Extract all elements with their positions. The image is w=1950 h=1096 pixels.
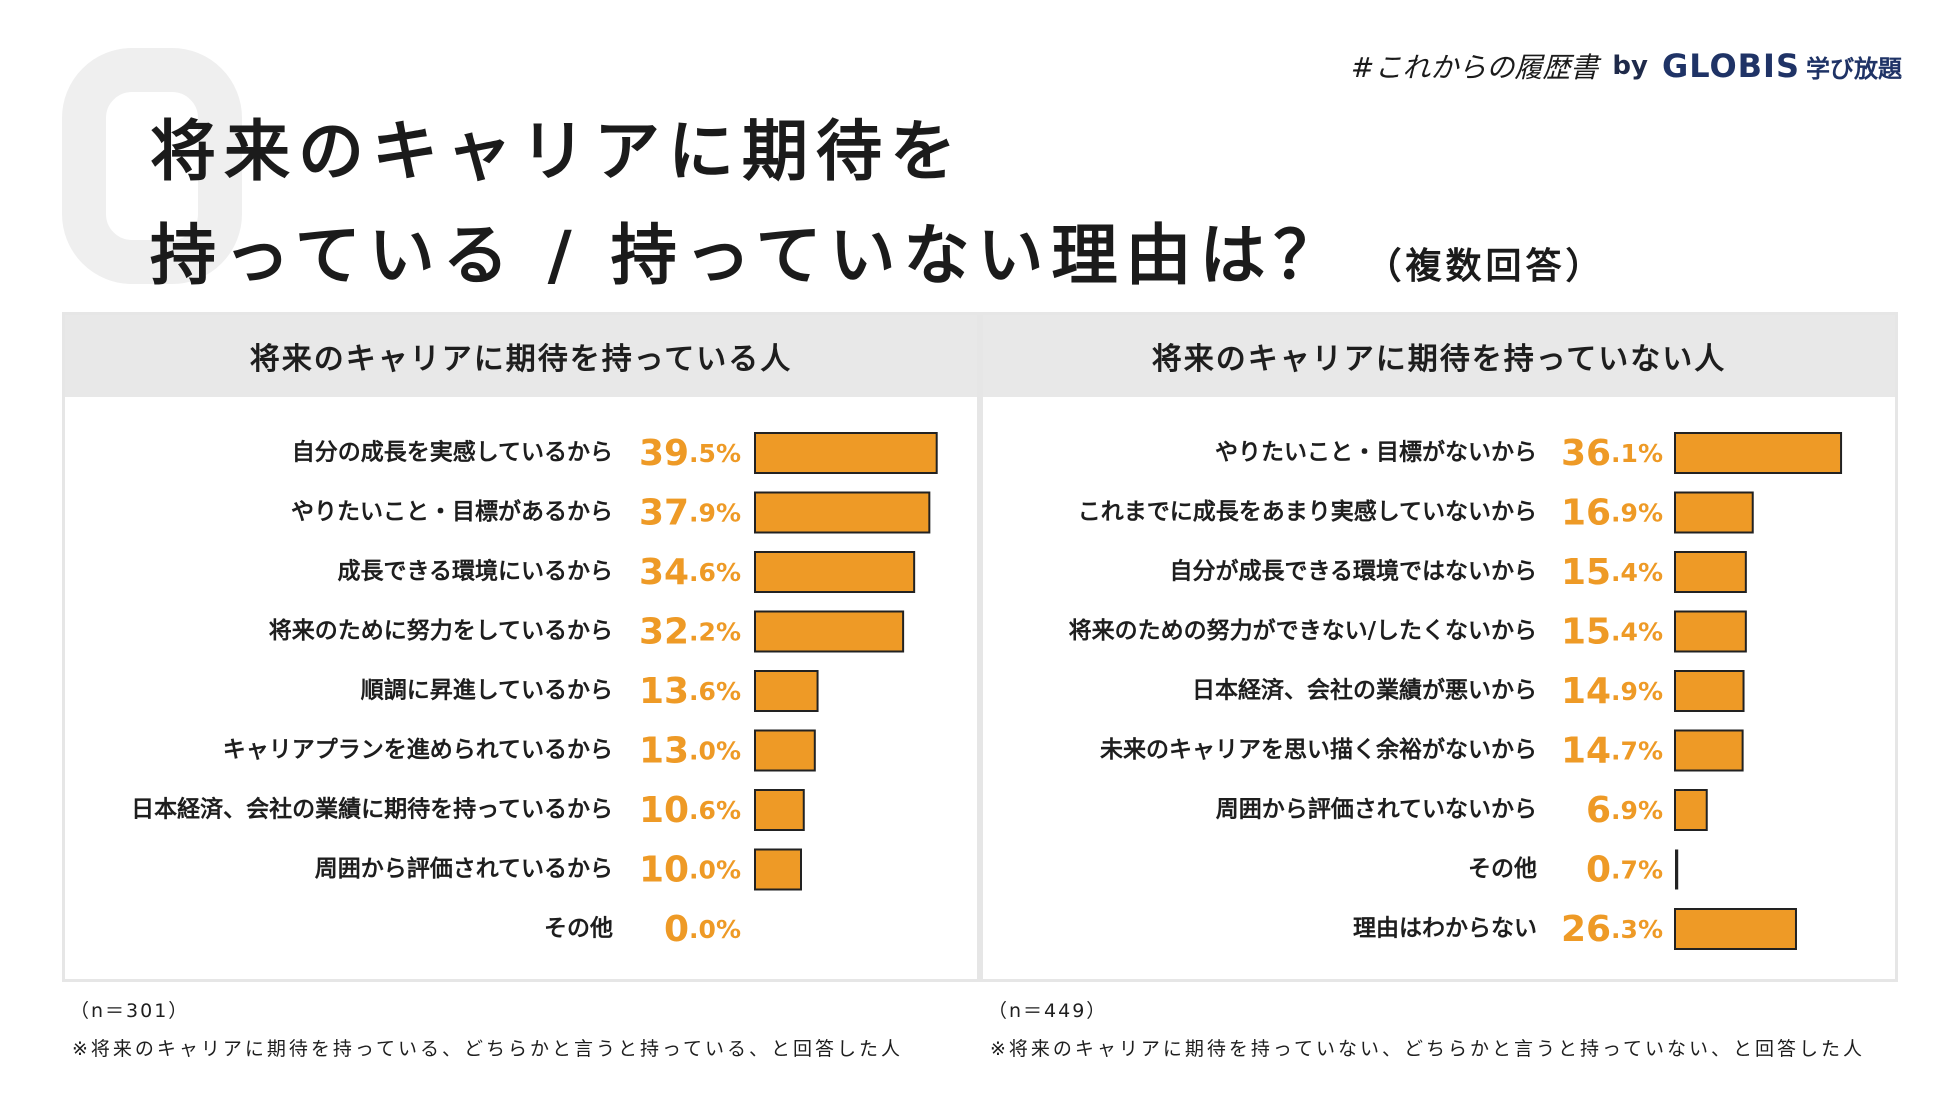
bar bbox=[754, 848, 802, 891]
value-label: 37.9% bbox=[639, 493, 741, 534]
value-label: 14.7% bbox=[1561, 731, 1663, 772]
category-label: 成長できる環境にいるから bbox=[337, 558, 613, 585]
panel-header: 将来のキャリアに期待を持っていない人 bbox=[983, 315, 1895, 397]
brand-hashtag: #これからの履歴書 bbox=[1350, 51, 1599, 84]
chart-no-expectation: やりたいこと・目標がないから 36.1% これまでに成長をあまり実感していないから 1… bbox=[1069, 432, 1843, 950]
category-label: 自分の成長を実感しているから bbox=[292, 439, 613, 466]
category-label: 将来のために努力をしているから bbox=[269, 617, 613, 644]
sample-size-left: （n＝301） bbox=[70, 1000, 190, 1022]
category-label: その他 bbox=[1468, 856, 1537, 882]
value-label: 13.0% bbox=[639, 731, 741, 772]
category-label: その他 bbox=[544, 916, 613, 942]
value-label: 10.6% bbox=[639, 790, 741, 831]
bar bbox=[754, 729, 816, 772]
brand-globis: GLOBIS bbox=[1661, 47, 1800, 85]
title-subtitle: （複数回答） bbox=[1365, 246, 1606, 287]
value-label: 39.5% bbox=[639, 433, 741, 474]
title-line-2-text: 持っている / 持っていない理由は？ bbox=[150, 217, 1348, 294]
value-label: 0.7% bbox=[1586, 850, 1663, 891]
bar bbox=[1674, 908, 1797, 950]
value-label: 16.9% bbox=[1561, 493, 1663, 534]
category-label: 周囲から評価されているから bbox=[315, 855, 613, 882]
category-label: 日本経済、会社の業績に期待を持っているから bbox=[131, 796, 613, 823]
value-label: 32.2% bbox=[639, 612, 741, 653]
bar bbox=[754, 432, 938, 474]
bar bbox=[1674, 551, 1747, 593]
value-label: 10.0% bbox=[639, 850, 741, 891]
category-label: 自分が成長できる環境ではないから bbox=[1169, 558, 1537, 585]
bar bbox=[1674, 491, 1754, 534]
bar bbox=[1674, 729, 1744, 772]
footnote-right: ※将来のキャリアに期待を持っていない、どちらかと言うと持っていない、と回答した人 bbox=[990, 1038, 1866, 1060]
title-line-2: 持っている / 持っていない理由は？ （複数回答） bbox=[150, 204, 1605, 319]
title-line-1: 将来のキャリアに期待を bbox=[150, 113, 964, 190]
category-label: 日本経済、会社の業績が悪いから bbox=[1192, 677, 1537, 704]
category-label: キャリアプランを進められているから bbox=[223, 737, 613, 763]
bar bbox=[754, 551, 916, 593]
sample-size-right: （n＝449） bbox=[988, 1000, 1108, 1022]
value-label: 0.0% bbox=[664, 909, 741, 950]
value-label: 36.1% bbox=[1561, 433, 1663, 474]
category-label: 未来のキャリアを思い描く余裕がないから bbox=[1100, 736, 1537, 763]
value-label: 6.9% bbox=[1586, 790, 1663, 831]
value-label: 15.4% bbox=[1561, 612, 1663, 653]
category-label: 周囲から評価されていないから bbox=[1216, 796, 1537, 823]
brand-manabi: 学び放題 bbox=[1806, 54, 1902, 83]
bar bbox=[754, 789, 805, 831]
panel-no-expectation: 将来のキャリアに期待を持っていない人 やりたいこと・目標がないから 36.1% これ… bbox=[980, 312, 1898, 982]
bar bbox=[1674, 610, 1747, 653]
bar bbox=[754, 491, 931, 534]
bar bbox=[754, 610, 905, 653]
value-label: 13.6% bbox=[639, 671, 741, 712]
value-label: 15.4% bbox=[1561, 552, 1663, 593]
category-label: これまでに成長をあまり実感していないから bbox=[1078, 498, 1537, 525]
brand-by: by bbox=[1612, 51, 1648, 81]
category-label: 順調に昇進しているから bbox=[361, 677, 613, 704]
category-label: 将来のための努力ができない/したくないから bbox=[1069, 617, 1537, 644]
brand-logo: #これからの履歴書 by GLOBIS 学び放題 bbox=[1351, 44, 1902, 88]
value-label: 26.3% bbox=[1561, 909, 1663, 950]
category-label: 理由はわからない bbox=[1353, 916, 1537, 942]
bar bbox=[1674, 789, 1708, 831]
value-label: 34.6% bbox=[639, 552, 741, 593]
bar bbox=[754, 670, 819, 712]
footnote-left: ※将来のキャリアに期待を持っている、どちらかと言うと持っている、と回答した人 bbox=[72, 1038, 904, 1060]
panel-header: 将来のキャリアに期待を持っている人 bbox=[65, 315, 977, 397]
category-label: やりたいこと・目標がないから bbox=[1215, 439, 1537, 466]
bar bbox=[1674, 670, 1745, 712]
page-title: 将来のキャリアに期待を 持っている / 持っていない理由は？ （複数回答） bbox=[150, 100, 1605, 319]
panel-has-expectation: 将来のキャリアに期待を持っている人 自分の成長を実感しているから 39.5% やりた… bbox=[62, 312, 980, 982]
value-label: 14.9% bbox=[1561, 671, 1663, 712]
bar bbox=[1674, 432, 1843, 474]
chart-has-expectation: 自分の成長を実感しているから 39.5% やりたいこと・目標があるから 37.9% 成長… bbox=[131, 432, 938, 950]
bar bbox=[1675, 849, 1679, 890]
category-label: やりたいこと・目標があるから bbox=[291, 498, 613, 525]
